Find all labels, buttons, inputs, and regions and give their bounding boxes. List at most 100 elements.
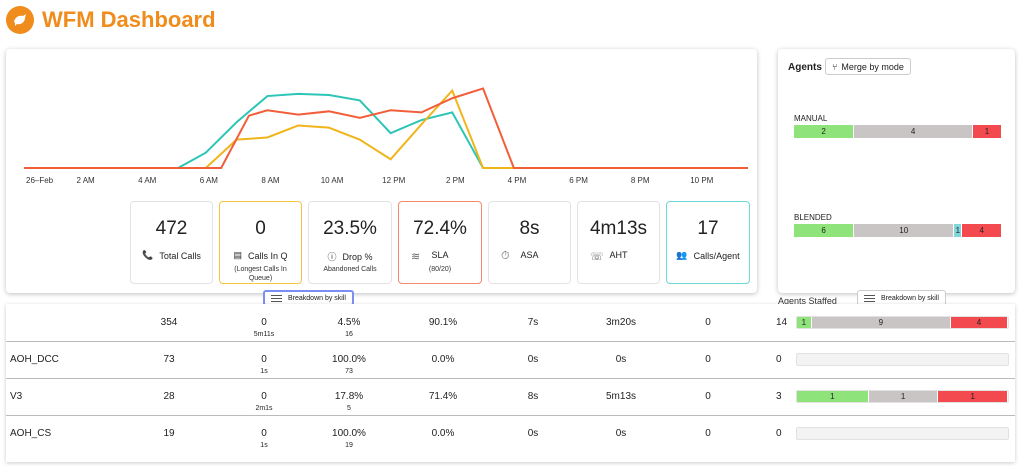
table-cell: 90.1% <box>428 317 458 328</box>
kpi-value: 0 <box>255 218 266 239</box>
bar-segment: 1 <box>954 224 963 237</box>
table-cell: 71.4% <box>428 391 458 402</box>
table-cell: 100.0% 19 <box>332 428 366 449</box>
table-cell: 28 <box>163 391 175 402</box>
x-tick-label: 4 AM <box>138 176 157 185</box>
table-cell: 73 <box>163 354 175 365</box>
bar-segment: 1 <box>868 391 939 402</box>
kpi-sub: Abandoned Calls <box>323 266 377 273</box>
merge-by-mode-button[interactable]: ⑂ Merge by mode <box>825 58 911 75</box>
kpi-asa[interactable]: 8s ASA ⏱ <box>488 201 571 284</box>
kpi-label: SLA <box>431 250 449 260</box>
x-tick-label: 6 PM <box>569 176 588 185</box>
table-cell: AOH_CS <box>10 428 52 439</box>
kpi-value: 72.4% <box>413 218 467 239</box>
bar-segment: 1 <box>797 317 812 328</box>
x-tick-label: 2 AM <box>76 176 95 185</box>
headset-icon: ☏ <box>590 251 604 263</box>
table-cell: 8s <box>527 391 539 402</box>
table-cell: AOH_DCC <box>10 354 59 365</box>
agents-title: Agents <box>788 62 822 73</box>
table-cell: 19 <box>163 428 175 439</box>
merge-icon: ⑂ <box>832 61 838 72</box>
mode-label-manual: MANUAL <box>794 114 828 123</box>
kpi-value: 23.5% <box>323 218 377 239</box>
bar-segment: 6 <box>794 224 855 237</box>
table-row[interactable]: 354 0 5m11s 4.5% 16 90.1% 7s 3m20s 0 14 1 9 4 <box>6 305 1015 342</box>
bar-segment: 4 <box>951 317 1008 328</box>
staffed-count: 14 <box>776 317 788 328</box>
x-tick-label: 6 AM <box>200 176 219 185</box>
table-cell: 0 1s <box>260 428 268 449</box>
kpi-value: 4m13s <box>589 218 648 239</box>
table-cell: 0s <box>527 428 539 439</box>
staffed-count: 0 <box>776 428 782 439</box>
merge-label: Merge by mode <box>841 61 904 72</box>
header: WFM Dashboard <box>6 4 216 36</box>
bar-segment: 4 <box>962 224 1002 237</box>
kpi-label: Calls/Agent <box>693 250 740 261</box>
table-cell: 0 1s <box>260 354 268 375</box>
table-cell: 0.0% <box>431 354 455 365</box>
kpi-aht[interactable]: 4m13s AHT ☏ <box>577 201 660 284</box>
staffed-bar <box>796 427 1009 440</box>
table-row[interactable]: V3 28 0 2m1s 17.8% 5 71.4% 8s 5m13s 0 3 1 1 1 <box>6 379 1015 416</box>
table-cell: 0 <box>705 317 711 328</box>
x-tick-label: 10 PM <box>690 176 713 185</box>
phone-icon: 📞 <box>142 250 154 260</box>
menu-icon <box>271 294 282 302</box>
table-cell: 354 <box>160 317 178 328</box>
bar-segment: 1 <box>972 125 1002 138</box>
table-cell: 17.8% 5 <box>334 391 364 412</box>
table-cell: 0 5m11s <box>253 317 275 338</box>
table-cell: 7s <box>527 317 539 328</box>
table-cell: V3 <box>10 391 23 402</box>
agents-breakdown-by-skill-button[interactable]: Breakdown by skill <box>857 290 946 306</box>
mode-label-blended: BLENDED <box>794 213 832 222</box>
table-cell: 100.0% 73 <box>332 354 366 375</box>
table-cell: 0.0% <box>431 428 455 439</box>
table-cell: 0s <box>615 428 627 439</box>
bar-segment: 2 <box>794 125 855 138</box>
people-icon: 👥 <box>676 250 688 260</box>
x-tick-label: 8 AM <box>261 176 280 185</box>
series-line-2 <box>24 87 748 169</box>
table-cell: 3m20s <box>605 317 636 328</box>
queue-icon: ▤ <box>233 250 242 260</box>
table-cell: 4.5% 16 <box>337 317 361 338</box>
table-row[interactable]: AOH_CS 19 0 1s 100.0% 19 0.0% 0s 0s 0 0 <box>6 416 1015 453</box>
stopwatch-icon: ⏱ <box>501 250 510 262</box>
kpi-sla[interactable]: 72.4% SLA ≋ (80/20) <box>398 201 482 284</box>
kpi-total-calls[interactable]: 472 📞 Total Calls <box>130 201 213 284</box>
bar-segment: 4 <box>854 125 973 138</box>
info-icon: ⓘ <box>327 252 337 262</box>
agents-staffed-label: Agents Staffed <box>778 296 837 306</box>
table-cell: 5m13s <box>605 391 636 402</box>
kpi-label: Drop % <box>342 251 373 262</box>
kpi-calls-in-queue[interactable]: 0 ▤ Calls In Q (Longest Calls In Queue) <box>219 201 302 284</box>
bar-segment: 1 <box>797 391 869 402</box>
kpi-calls-per-agent[interactable]: 17 👥 Calls/Agent <box>666 201 750 284</box>
bird-icon <box>6 6 34 34</box>
table-cell: 0 2m1s <box>255 391 273 412</box>
kpi-label: Calls In Q <box>248 250 288 261</box>
table-row[interactable]: AOH_DCC 73 0 1s 100.0% 73 0.0% 0s 0s 0 0 <box>6 342 1015 379</box>
kpi-drop-rate[interactable]: 23.5% ⓘ Drop % Abandoned Calls <box>308 201 392 284</box>
staffed-count: 3 <box>776 391 782 402</box>
x-tick-label: 26–Feb <box>26 176 54 185</box>
skill-breakdown-table: 354 0 5m11s 4.5% 16 90.1% 7s 3m20s 0 14 1 9 4 AOH_DCC… <box>6 304 1015 462</box>
table-cell: 0s <box>527 354 539 365</box>
table-cell: 0 <box>705 428 711 439</box>
handshake-icon: ≋ <box>411 251 421 263</box>
calls-line-chart: 26–Feb 2 AM 4 AM 6 AM 8 AM 10 AM 12 PM 2 PM 4 PM… <box>24 87 748 185</box>
kpi-value: 17 <box>697 218 719 239</box>
series-line-1 <box>24 88 748 169</box>
kpi-label: AHT <box>609 250 628 260</box>
x-tick-label: 8 PM <box>631 176 650 185</box>
kpi-sub: (80/20) <box>428 266 452 273</box>
